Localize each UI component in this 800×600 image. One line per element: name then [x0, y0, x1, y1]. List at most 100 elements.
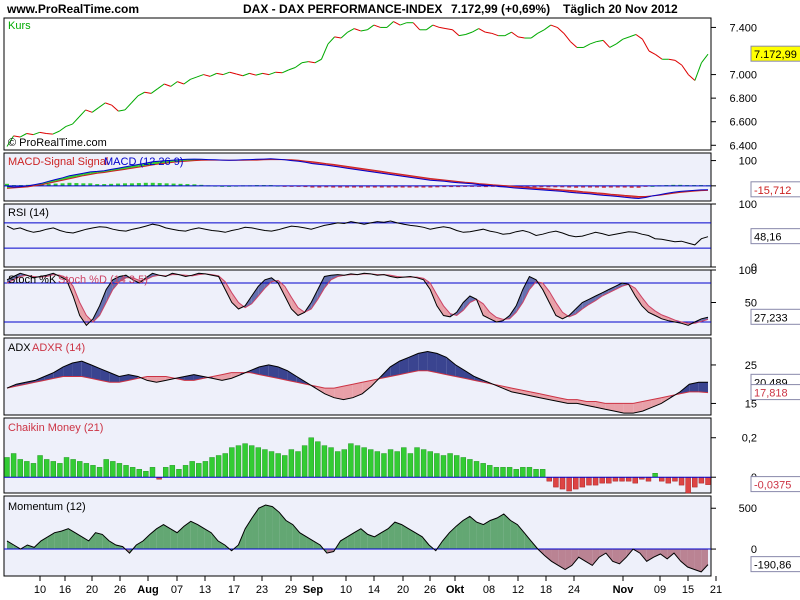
momentum-area-83 — [571, 549, 579, 566]
chaikin-bar-46 — [308, 437, 314, 478]
macd-band-7 — [55, 177, 63, 182]
momentum-area-9 — [68, 528, 76, 550]
macd-histogram-bar-20 — [143, 182, 148, 186]
chaikin-bar-11 — [77, 461, 83, 478]
macd-band-6 — [48, 179, 56, 184]
chaikin-bar-89 — [592, 476, 599, 486]
price-y-tick-2: 6.800 — [729, 93, 757, 105]
macd-histogram-bar-28 — [199, 184, 204, 186]
momentum-area-66 — [456, 520, 463, 550]
macd-histogram-bar-63 — [442, 185, 447, 188]
adx-band-66 — [623, 403, 634, 414]
macd-histogram-bar-15 — [109, 183, 114, 186]
price-segment-56 — [373, 24, 381, 28]
price-segment-106 — [701, 53, 709, 64]
momentum-area-74 — [510, 520, 518, 550]
macd-histogram-bar-86 — [601, 185, 606, 188]
chaikin-bar-8 — [57, 463, 63, 478]
momentum-area-13 — [95, 532, 103, 550]
adxr-last-value: 17,818 — [754, 388, 788, 400]
x-tick-label-2: 20 — [86, 584, 98, 596]
macd-histogram-bar-80 — [560, 185, 565, 188]
price-segment-81 — [537, 29, 545, 34]
macd-histogram-bar-27 — [192, 184, 197, 186]
momentum-area-96 — [660, 549, 668, 559]
momentum-area-69 — [476, 522, 484, 550]
x-tick-label-13: 20 — [397, 584, 409, 596]
stoch-band-46 — [311, 289, 318, 309]
adx-band-30 — [287, 370, 297, 383]
adx-band-49 — [464, 370, 475, 381]
adx-band-5 — [53, 366, 64, 379]
price-segment-24 — [164, 83, 171, 87]
stoch-band-33 — [225, 281, 232, 303]
macd-histogram-bar-65 — [456, 185, 461, 188]
chaikin-bar-14 — [96, 467, 103, 478]
momentum-area-84 — [578, 549, 586, 562]
macd-histogram-bar-91 — [636, 185, 641, 188]
adx-band-68 — [642, 399, 652, 412]
chaikin-bar-84 — [559, 476, 566, 490]
macd-histogram-bar-12 — [88, 183, 93, 186]
chaikin-bar-33 — [222, 453, 228, 478]
price-segment-18 — [124, 102, 132, 111]
chaikin-bar-97 — [645, 476, 652, 482]
chaikin-bar-58 — [387, 449, 394, 478]
stoch-band-77 — [516, 289, 523, 313]
x-tick-label-14: 26 — [424, 584, 436, 596]
momentum-area-15 — [109, 540, 116, 550]
chaikin-bar-68 — [453, 455, 460, 478]
macd-histogram-bar-43 — [303, 185, 308, 188]
x-tick-label-15: Okt — [446, 584, 465, 596]
macd-histogram-bar-81 — [567, 185, 572, 188]
momentum-area-50 — [347, 532, 355, 550]
stoch-band-88 — [588, 296, 596, 305]
price-segment-53 — [354, 28, 361, 32]
adx-band-74 — [698, 382, 708, 393]
chaikin-bar-81 — [539, 469, 546, 478]
chaikin-bar-102 — [678, 476, 685, 486]
momentum-area-36 — [252, 508, 259, 550]
momentum-area-31 — [217, 540, 225, 550]
chaikin-bar-2 — [17, 459, 23, 478]
momentum-area-88 — [605, 549, 613, 562]
macd-histogram-bar-17 — [122, 183, 127, 186]
macd-histogram-bar-83 — [581, 185, 586, 188]
price-segment-103 — [681, 64, 689, 75]
price-segment-21 — [144, 91, 152, 94]
chaikin-bar-69 — [460, 457, 467, 478]
macd-histogram-bar-92 — [643, 185, 648, 187]
macd-histogram-bar-79 — [553, 185, 558, 188]
price-segment-55 — [367, 24, 375, 31]
momentum-area-98 — [673, 549, 681, 562]
x-tick-label-16: 08 — [483, 584, 495, 596]
chaikin-bar-26 — [176, 469, 182, 478]
x-tick-label-11: 10 — [340, 584, 352, 596]
macd-histogram-bar-54 — [379, 185, 384, 188]
macd-histogram-bar-18 — [129, 183, 134, 186]
chaikin-bar-36 — [242, 443, 248, 478]
stoch-band-42 — [284, 286, 292, 309]
stoch-band-64 — [430, 283, 437, 306]
price-segment-34 — [229, 71, 237, 75]
momentum-area-16 — [115, 544, 123, 550]
momentum-area-60 — [415, 532, 423, 550]
macd-histogram-bar-96 — [671, 184, 676, 186]
chaikin-bar-4 — [30, 463, 37, 478]
chaikin-bar-82 — [546, 476, 552, 482]
price-segment-4 — [33, 131, 40, 136]
momentum-area-14 — [102, 534, 110, 550]
price-segment-62 — [412, 22, 421, 31]
price-segment-64 — [425, 24, 434, 31]
chaikin-bar-67 — [447, 453, 453, 478]
chaikin-bar-50 — [334, 451, 341, 478]
chaikin-bar-5 — [37, 455, 43, 478]
adxr-line — [6, 370, 709, 404]
price-segment-66 — [439, 26, 447, 30]
chaikin-bar-86 — [573, 476, 579, 490]
adx-band-9 — [91, 364, 101, 381]
macd-histogram-bar-0 — [5, 183, 9, 186]
momentum-area-73 — [503, 513, 511, 550]
price-segment-54 — [360, 29, 368, 32]
macd-histogram-bar-62 — [435, 185, 440, 188]
